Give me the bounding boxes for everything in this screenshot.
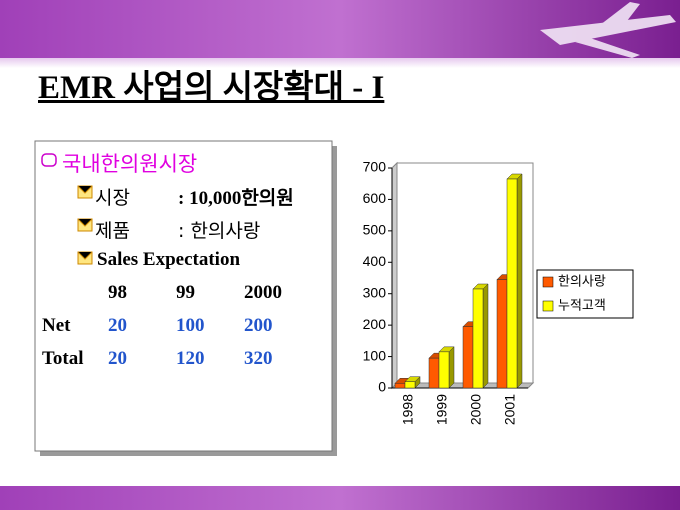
- bar: [428, 357, 440, 389]
- table-header: 98: [108, 282, 127, 303]
- y-tick-label: 300: [363, 284, 387, 300]
- bar: [506, 178, 518, 389]
- y-tick-label: 0: [378, 379, 386, 395]
- legend-swatch: [542, 300, 554, 312]
- legend-label: 한의사랑: [558, 275, 606, 290]
- row-label: Net: [42, 315, 71, 336]
- cell: 20: [108, 348, 127, 369]
- x-tick-label: 2001: [502, 394, 518, 425]
- bar-side: [482, 283, 489, 389]
- bar: [438, 351, 450, 389]
- cell: 120: [176, 348, 205, 369]
- x-tick-label: 1999: [434, 394, 450, 425]
- y-tick-label: 600: [363, 190, 387, 206]
- plot-side: [391, 161, 398, 390]
- y-tick-label: 500: [363, 222, 387, 238]
- y-tick-label: 400: [363, 253, 387, 269]
- table-header: 99: [176, 282, 195, 303]
- heading: 국내한의원시장: [62, 152, 198, 176]
- bar: [394, 383, 406, 389]
- legend-swatch: [542, 276, 554, 288]
- row-label: Total: [42, 348, 84, 369]
- bar: [472, 288, 484, 389]
- bar: [404, 381, 416, 389]
- item-label: 제품: [95, 220, 130, 242]
- bar-side: [448, 346, 455, 389]
- bar-side: [516, 173, 523, 389]
- legend-label: 누적고객: [558, 299, 606, 314]
- bar: [462, 326, 474, 389]
- item-value: : 10,000한의원: [178, 188, 294, 209]
- cell: 320: [244, 348, 273, 369]
- item-label: Sales Expectation: [97, 249, 241, 270]
- cell: 20: [108, 315, 127, 336]
- cell: 200: [244, 315, 273, 336]
- slide-title: EMR 사업의 시장확대 - I: [38, 70, 385, 106]
- y-tick-label: 100: [363, 347, 387, 363]
- x-tick-label: 2000: [468, 394, 484, 425]
- y-tick-label: 200: [363, 316, 387, 332]
- bar: [496, 279, 508, 389]
- x-tick-label: 1998: [400, 394, 416, 425]
- cell: 100: [176, 315, 205, 336]
- table-header: 2000: [244, 282, 282, 303]
- item-label: 시장: [95, 187, 130, 209]
- y-tick-label: 700: [363, 159, 387, 175]
- item-value: : 한의사랑: [178, 220, 261, 242]
